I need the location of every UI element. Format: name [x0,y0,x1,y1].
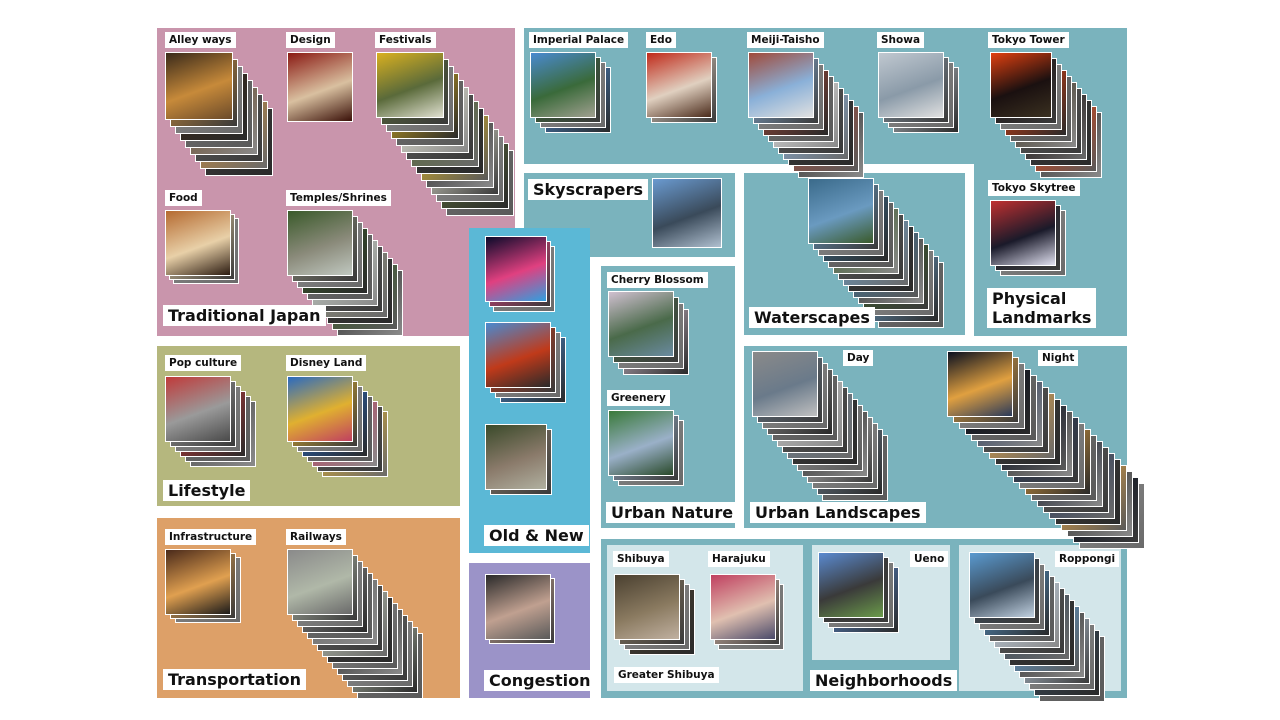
stack-front-photo [652,178,722,248]
title-neighborhoods: Neighborhoods [810,670,958,691]
stack-front-photo [165,52,233,120]
label-design: Design [286,32,335,48]
stack-front-photo [165,376,231,442]
label-day: Day [843,350,874,366]
label-shibuya: Shibuya [613,551,669,567]
stack-front-photo [287,210,353,276]
stack-front-photo [990,200,1056,266]
label-roppongi: Roppongi [1055,551,1120,567]
stack-front-photo [748,52,814,118]
title-waterscapes: Waterscapes [749,307,875,328]
stack-front-photo [947,351,1013,417]
label-greenery: Greenery [607,390,670,406]
label-temples-shrines: Temples/Shrines [286,190,391,206]
title-physical-landmarks: Physical Landmarks [987,288,1097,328]
label-alley-ways: Alley ways [165,32,236,48]
stack-front-photo [485,574,551,640]
title-traditional-japan: Traditional Japan [163,305,326,326]
label-food: Food [165,190,202,206]
title-physical-landmarks-line2: Landmarks [992,308,1092,327]
stack-front-photo [818,552,884,618]
title-lifestyle: Lifestyle [163,480,251,501]
title-urban-landscapes: Urban Landscapes [750,502,926,523]
label-cherry-blossom: Cherry Blossom [607,272,708,288]
stack-front-photo [485,236,547,302]
label-infrastructure: Infrastructure [165,529,257,545]
stack-front-photo [990,52,1052,118]
label-meiji-taisho: Meiji-Taisho [747,32,824,48]
stack-front-photo [165,549,231,615]
label-showa: Showa [877,32,925,48]
label-night: Night [1038,350,1079,366]
label-tokyo-skytree: Tokyo Skytree [988,180,1080,196]
label-disney-land: Disney Land [286,355,367,371]
stack-front-photo [287,376,353,442]
label-railways: Railways [286,529,346,545]
stack-front-photo [287,52,353,122]
label-greater-shibuya: Greater Shibuya [614,667,719,683]
label-edo: Edo [646,32,676,48]
label-tokyo-tower: Tokyo Tower [988,32,1069,48]
title-skyscrapers: Skyscrapers [528,179,649,200]
stack-front-photo [969,552,1035,618]
stack-front-photo [808,178,874,244]
title-physical-landmarks-line1: Physical [992,289,1067,308]
stack-front-photo [485,424,547,490]
stack-front-photo [608,410,674,476]
label-festivals: Festivals [375,32,436,48]
title-transportation: Transportation [163,669,307,690]
stack-front-photo [287,549,353,615]
stack-front-photo [878,52,944,118]
stack-front-photo [485,322,551,388]
stack-front-photo [710,574,776,640]
label-pop-culture: Pop culture [165,355,242,371]
stack-front-photo [752,351,818,417]
label-imperial-palace: Imperial Palace [529,32,629,48]
stack-front-photo [165,210,231,276]
stack-front-photo [646,52,712,118]
stack-front-photo [376,52,444,118]
label-harajuku: Harajuku [708,551,770,567]
stack-front-photo [614,574,680,640]
title-old-new: Old & New [484,525,589,546]
stack-front-photo [530,52,596,118]
title-congestion: Congestion [484,670,596,691]
title-urban-nature: Urban Nature [606,502,739,523]
stack-front-photo [608,291,674,357]
label-ueno: Ueno [910,551,949,567]
